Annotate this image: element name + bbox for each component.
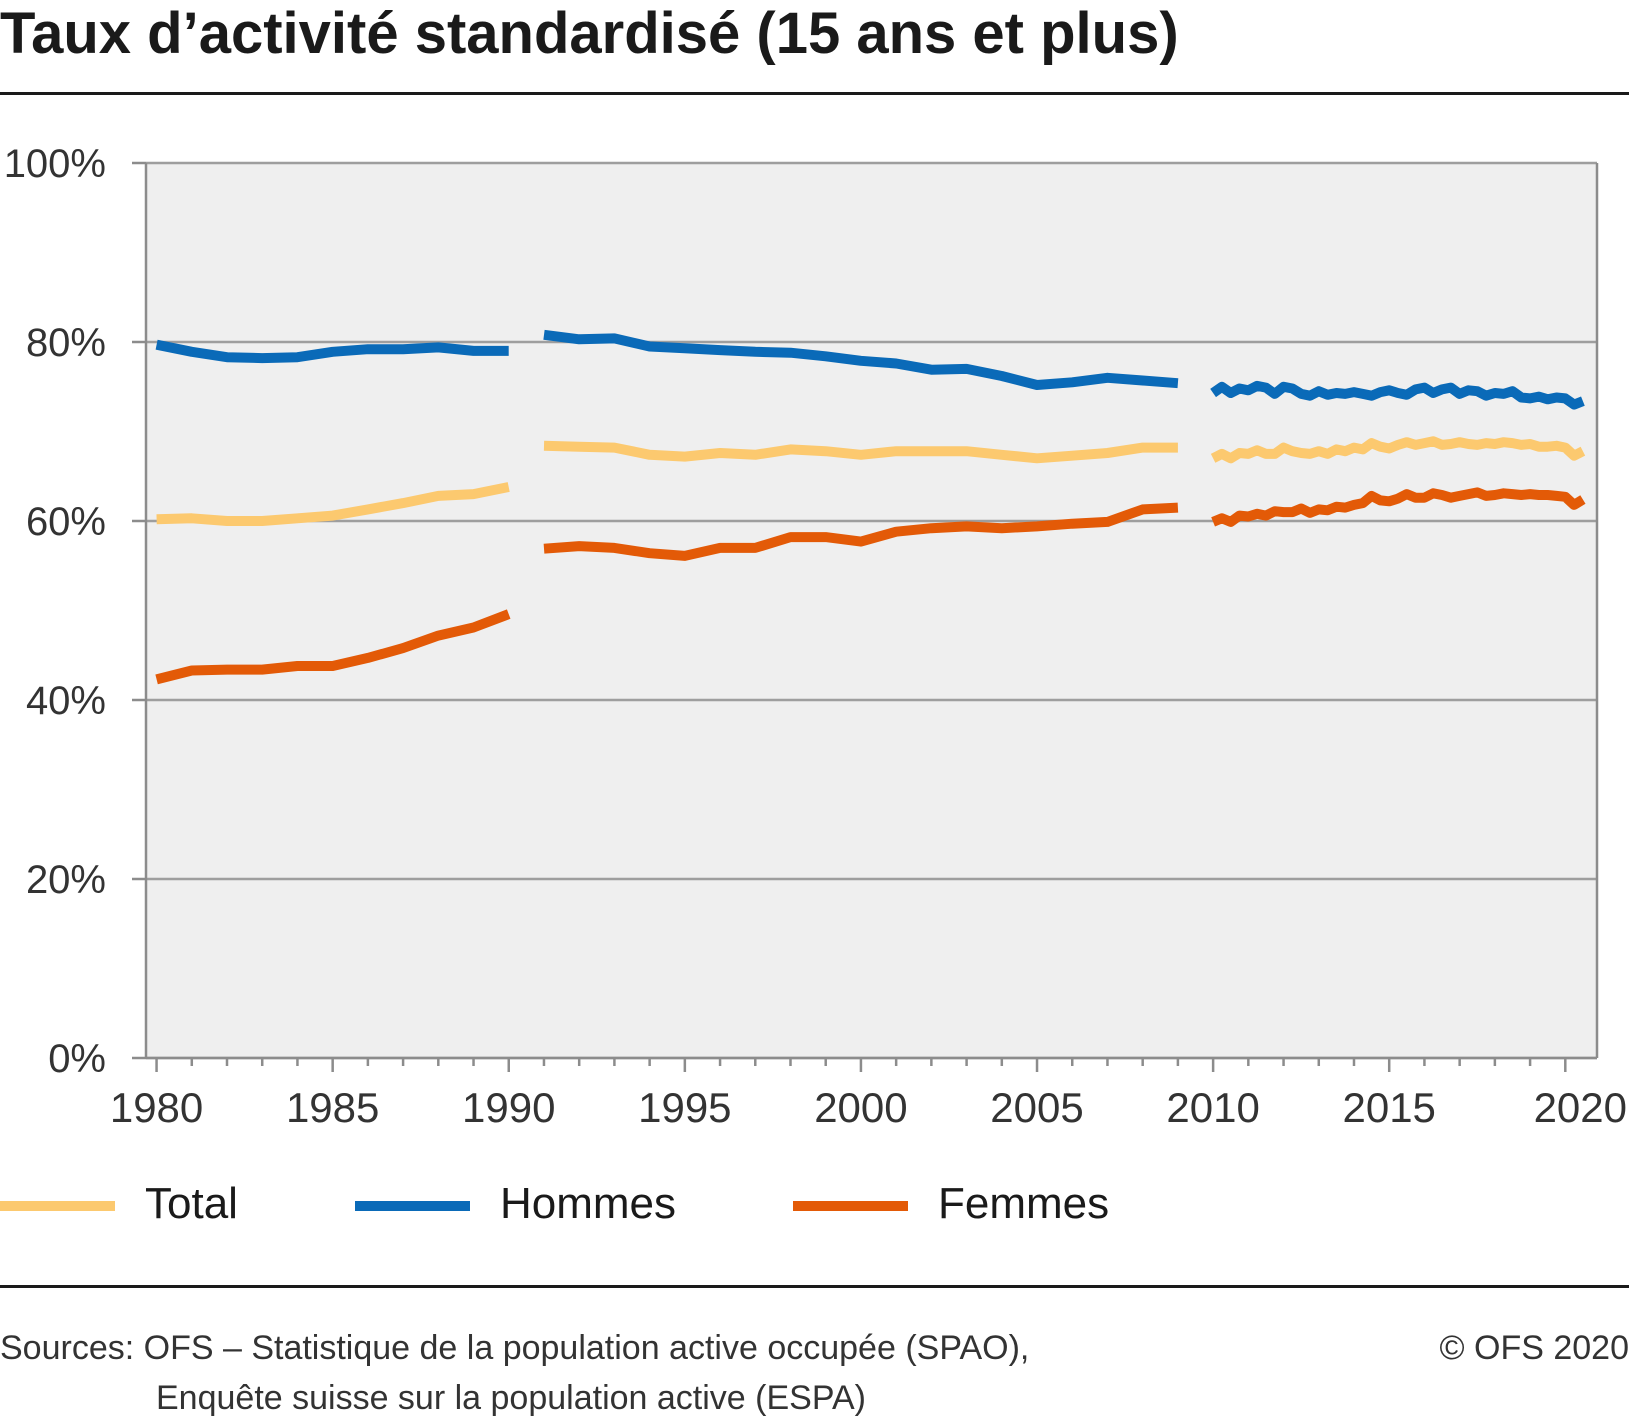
axes: [132, 161, 1599, 1072]
grid-lines: [146, 161, 1597, 1060]
series-line-total: [1210, 436, 1586, 464]
series-line-total: [156, 482, 510, 526]
source-line-1: Sources: OFS – Statistique de la populat…: [0, 1329, 1030, 1367]
series-line-hommes: [1210, 380, 1585, 410]
legend-label-hommes: Hommes: [500, 1179, 677, 1228]
series-line-femmes: [543, 502, 1179, 561]
legend-label-femmes: Femmes: [938, 1179, 1110, 1228]
series-line-hommes: [155, 339, 509, 364]
x-tick-label: 2020: [1534, 1084, 1627, 1131]
series-line-total: [543, 440, 1178, 464]
legend: Total Hommes Femmes: [0, 1175, 1629, 1235]
series-line-femmes: [155, 609, 511, 685]
x-tick-label: 2000: [814, 1084, 907, 1131]
y-tick-label: 60%: [26, 500, 106, 544]
copyright: © OFS 2020: [1439, 1329, 1629, 1367]
footer-rule: [0, 1285, 1629, 1288]
legend-swatch-hommes: [355, 1201, 470, 1211]
title-rule: [0, 92, 1629, 95]
series-line-hommes: [543, 329, 1179, 390]
source-line-2: Enquête suisse sur la population active …: [156, 1379, 866, 1417]
line-chart: 0% 20% 40% 60% 80% 100% 1980 1985 1990 1995 2000 20…: [4, 142, 1627, 1131]
y-tick-label: 40%: [26, 679, 106, 723]
legend-swatch-femmes: [793, 1201, 908, 1211]
page-title: Taux d’activité standardisé (15 ans et p…: [0, 1, 1179, 66]
y-tick-label: 20%: [26, 858, 106, 902]
legend-swatch-total: [0, 1201, 115, 1211]
x-tick-label: 1990: [462, 1084, 555, 1131]
x-tick-label: 2005: [990, 1084, 1083, 1131]
source-note: Sources: OFS – Statistique de la populat…: [0, 1323, 1029, 1423]
y-tick-label: 80%: [26, 321, 106, 365]
x-tick-label: 1995: [638, 1084, 731, 1131]
y-tick-label: 100%: [4, 142, 106, 186]
x-tick-label: 1980: [110, 1084, 203, 1131]
y-tick-label: 0%: [48, 1037, 106, 1081]
series-lines: [155, 329, 1586, 685]
x-tick-label: 1985: [286, 1084, 379, 1131]
tick-labels: 0% 20% 40% 60% 80% 100% 1980 1985 1990 1995 2000 20…: [4, 142, 1627, 1131]
legend-label-total: Total: [145, 1179, 238, 1228]
x-tick-label: 2010: [1166, 1084, 1259, 1131]
x-tick-label: 2015: [1342, 1084, 1435, 1131]
series-line-femmes: [1211, 487, 1586, 527]
plot-area: [146, 163, 1597, 1058]
